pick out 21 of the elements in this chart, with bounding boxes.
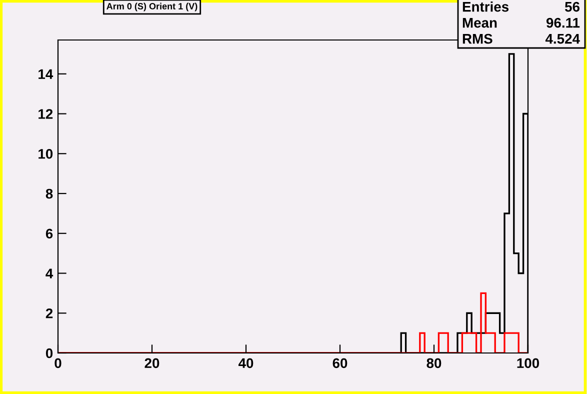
y-tick-label: 0: [46, 348, 53, 358]
text: Mean: [462, 18, 497, 28]
x-tick-label: 60: [332, 358, 348, 368]
text: 4.524: [545, 34, 580, 44]
x-tick-label: 80: [426, 358, 442, 368]
x-tick-label: 0: [54, 358, 62, 368]
y-tick-label: 8: [46, 188, 53, 199]
y-tick-label: 4: [46, 268, 54, 278]
text: 96.11: [546, 18, 580, 28]
y-tick-label: 10: [38, 148, 53, 159]
text: 56: [564, 2, 580, 12]
x-tick-label: 100: [517, 358, 540, 368]
text: Entries: [462, 2, 509, 12]
y-tick-label: 12: [38, 109, 53, 119]
y-tick-label: 14: [38, 69, 54, 79]
x-tick-label: 40: [238, 358, 254, 368]
annotation: RMS: [462, 34, 492, 44]
x-tick-label: 20: [144, 358, 160, 368]
y-tick-label: 2: [46, 308, 53, 318]
y-tick-label: 6: [46, 228, 53, 239]
chart-title: Arm 0 (S) Orient 1 (V): [106, 2, 198, 12]
